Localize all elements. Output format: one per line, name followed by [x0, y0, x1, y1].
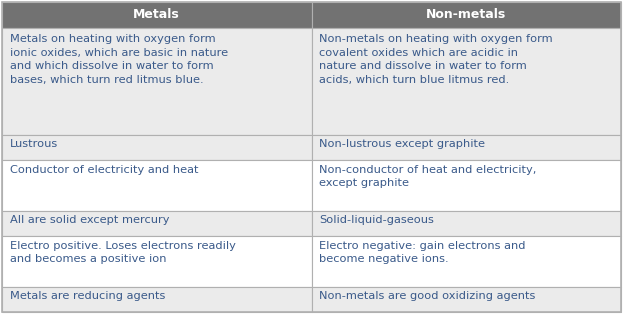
Text: Lustrous: Lustrous	[10, 139, 58, 149]
Bar	[312, 2, 621, 28]
Bar	[2, 160, 312, 211]
Bar	[2, 2, 312, 28]
Text: Non-metals: Non-metals	[426, 8, 506, 21]
Text: Metals: Metals	[133, 8, 180, 21]
Text: Metals are reducing agents: Metals are reducing agents	[10, 291, 165, 301]
Bar	[312, 287, 621, 312]
Text: Solid-liquid-gaseous: Solid-liquid-gaseous	[319, 215, 434, 225]
Text: Non-lustrous except graphite: Non-lustrous except graphite	[319, 139, 485, 149]
Bar	[312, 160, 621, 211]
Text: Non-metals are good oxidizing agents: Non-metals are good oxidizing agents	[319, 291, 536, 301]
Bar	[2, 28, 312, 134]
Text: Electro negative: gain electrons and
become negative ions.: Electro negative: gain electrons and bec…	[319, 241, 526, 264]
Text: Metals on heating with oxygen form
ionic oxides, which are basic in nature
and w: Metals on heating with oxygen form ionic…	[10, 34, 228, 85]
Text: Conductor of electricity and heat: Conductor of electricity and heat	[10, 165, 198, 175]
Bar	[312, 134, 621, 160]
Bar	[2, 211, 312, 236]
Bar	[312, 236, 621, 287]
Bar	[2, 287, 312, 312]
Bar	[2, 134, 312, 160]
Bar	[312, 211, 621, 236]
Bar	[312, 28, 621, 134]
Bar	[2, 236, 312, 287]
Text: All are solid except mercury: All are solid except mercury	[10, 215, 169, 225]
Text: Electro positive. Loses electrons readily
and becomes a positive ion: Electro positive. Loses electrons readil…	[10, 241, 235, 264]
Text: Non-conductor of heat and electricity,
except graphite: Non-conductor of heat and electricity, e…	[319, 165, 536, 188]
Text: Non-metals on heating with oxygen form
covalent oxides which are acidic in
natur: Non-metals on heating with oxygen form c…	[319, 34, 553, 85]
